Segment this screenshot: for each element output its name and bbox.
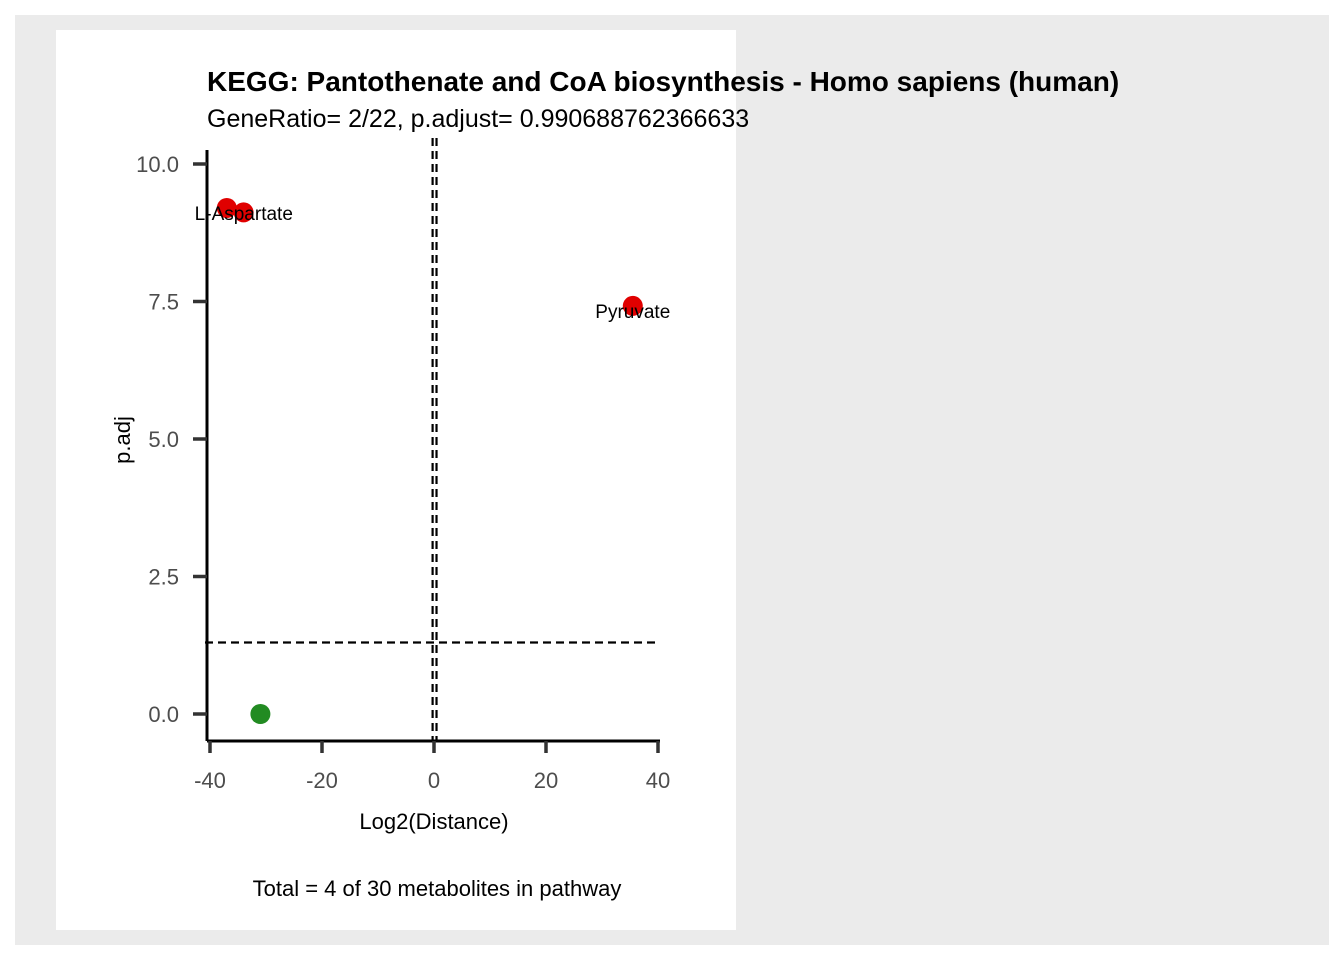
- data-points: [216, 198, 643, 724]
- y-tick-label: 7.5: [148, 290, 179, 315]
- y-axis-ticks: 0.0 2.5 5.0 7.5 10.0: [136, 152, 207, 727]
- x-axis-title: Log2(Distance): [359, 809, 508, 834]
- reference-lines: [205, 138, 656, 742]
- point-label: Pyruvate: [595, 302, 670, 323]
- point-label: L-Aspartate: [195, 204, 293, 225]
- point-labels: L-Aspartate Pyruvate: [195, 204, 671, 323]
- x-tick-label: -40: [194, 768, 226, 793]
- chart-subtitle: GeneRatio= 2/22, p.adjust= 0.99068876236…: [207, 105, 749, 133]
- y-tick-label: 0.0: [148, 702, 179, 727]
- x-tick-label: 0: [428, 768, 440, 793]
- y-axis-title: p.adj: [110, 416, 135, 464]
- plot-panel: [56, 30, 736, 930]
- y-tick-label: 5.0: [148, 427, 179, 452]
- y-tick-label: 2.5: [148, 565, 179, 590]
- data-point: [216, 198, 237, 218]
- y-tick-label: 10.0: [136, 152, 179, 177]
- chart-title: KEGG: Pantothenate and CoA biosynthesis …: [207, 66, 1119, 97]
- data-point: [622, 295, 643, 316]
- chart-caption: Total = 4 of 30 metabolites in pathway: [253, 876, 622, 901]
- x-tick-label: 40: [646, 768, 670, 793]
- x-tick-label: 20: [534, 768, 558, 793]
- data-point: [250, 704, 271, 724]
- data-point: [233, 202, 254, 223]
- x-axis-ticks: -40 -20 0 20 40: [194, 741, 670, 793]
- x-tick-label: -20: [306, 768, 338, 793]
